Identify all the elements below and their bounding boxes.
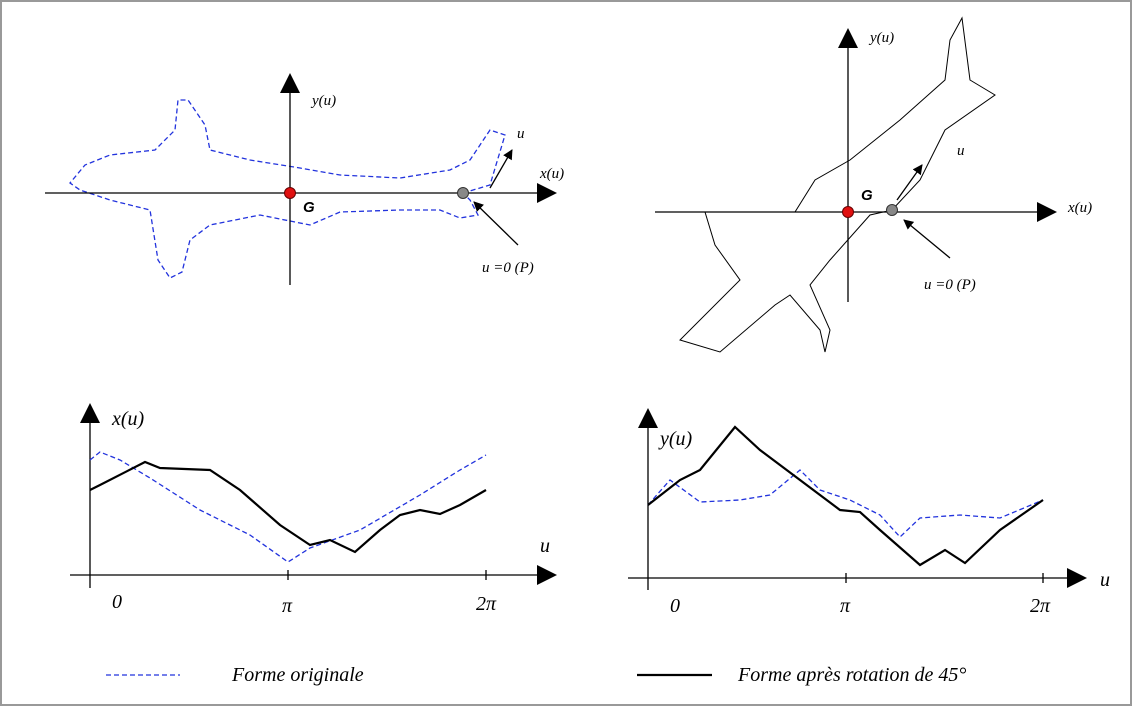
curve-original bbox=[89, 451, 487, 563]
start-point bbox=[457, 187, 469, 199]
param-arrow bbox=[896, 164, 923, 201]
panel-rotated: y(u) x(u) u G u =0 (P) bbox=[655, 16, 1092, 353]
tick-label: 0 bbox=[670, 595, 680, 617]
axis-label: u bbox=[1100, 569, 1110, 591]
legend-label: Forme originale bbox=[231, 664, 364, 686]
tick-label: 2π bbox=[476, 593, 497, 615]
centroid-label: G bbox=[861, 187, 873, 204]
shape-original bbox=[69, 99, 506, 279]
param-label: u bbox=[517, 126, 525, 142]
start-label: u =0 (P) bbox=[924, 277, 976, 293]
shape-rotated bbox=[679, 16, 996, 353]
tick-label: π bbox=[840, 595, 851, 617]
panel-original: y(u) x(u) u G u =0 (P) bbox=[45, 73, 564, 285]
axis-label: u bbox=[540, 535, 550, 557]
plot-x: x(u) u 0 π 2π bbox=[70, 403, 557, 617]
axis-label: y(u) bbox=[658, 428, 693, 450]
tick-label: π bbox=[282, 595, 293, 617]
axis-label: y(u) bbox=[310, 93, 336, 109]
plot-y: y(u) u 0 π 2π bbox=[628, 408, 1110, 617]
centroid bbox=[842, 206, 854, 218]
start-arrow bbox=[473, 201, 519, 246]
tick-label: 2π bbox=[1030, 595, 1051, 617]
curve-original bbox=[647, 469, 1044, 538]
axis-label: y(u) bbox=[868, 30, 894, 46]
curve-rotated bbox=[647, 425, 1044, 567]
axis-label: x(u) bbox=[111, 408, 145, 430]
param-arrow bbox=[489, 149, 513, 189]
axis-label: x(u) bbox=[1067, 200, 1092, 216]
legend-label: Forme après rotation de 45° bbox=[737, 664, 966, 686]
start-label: u =0 (P) bbox=[482, 260, 534, 276]
start-point bbox=[886, 204, 898, 216]
centroid bbox=[284, 187, 296, 199]
tick-label: 0 bbox=[112, 591, 122, 613]
start-arrow bbox=[903, 219, 951, 259]
curve-rotated bbox=[89, 460, 487, 554]
legend: Forme originale Forme après rotation de … bbox=[106, 664, 966, 686]
centroid-label: G bbox=[303, 199, 315, 216]
param-label: u bbox=[957, 143, 965, 159]
axis-label: x(u) bbox=[539, 166, 564, 182]
